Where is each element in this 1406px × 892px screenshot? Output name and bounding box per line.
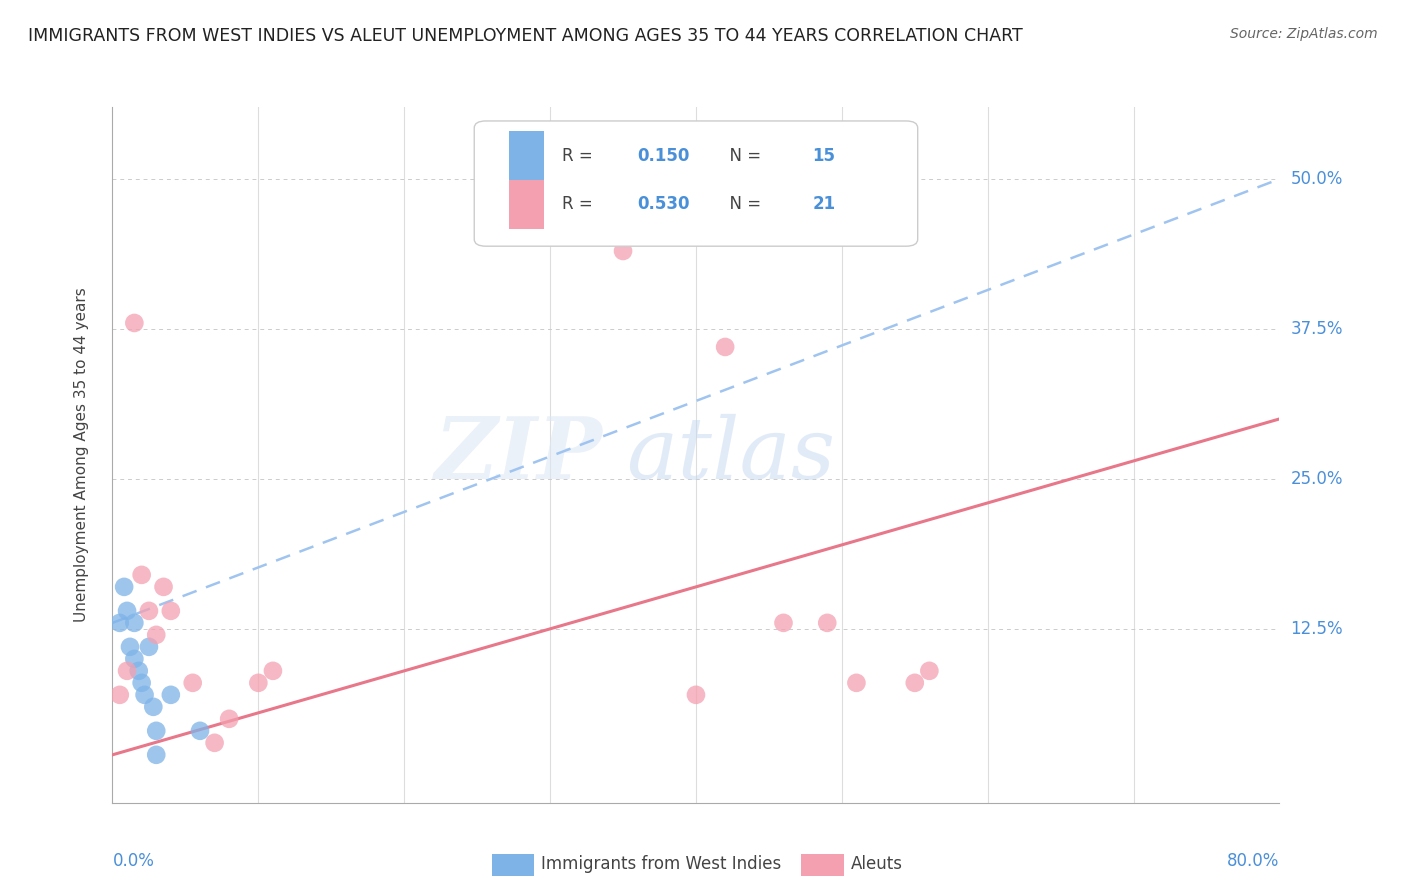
Point (181, 676, 204, 690)
Point (160, 688, 183, 702)
Text: 0.150: 0.150 (638, 147, 690, 165)
Text: IMMIGRANTS FROM WEST INDIES VS ALEUT UNEMPLOYMENT AMONG AGES 35 TO 44 YEARS CORR: IMMIGRANTS FROM WEST INDIES VS ALEUT UNE… (28, 27, 1024, 45)
Point (118, 640, 141, 654)
Text: 12.5%: 12.5% (1291, 620, 1343, 638)
Point (218, 712, 240, 726)
Point (815, 615, 838, 630)
Y-axis label: Unemployment Among Ages 35 to 44 years: Unemployment Among Ages 35 to 44 years (75, 287, 89, 623)
Text: Aleuts: Aleuts (851, 855, 903, 873)
Text: 80.0%: 80.0% (1227, 852, 1279, 870)
Point (145, 747, 167, 762)
Text: Immigrants from West Indies: Immigrants from West Indies (541, 855, 782, 873)
Point (138, 604, 160, 618)
Text: Source: ZipAtlas.com: Source: ZipAtlas.com (1230, 27, 1378, 41)
Point (134, 688, 156, 702)
Point (115, 664, 138, 678)
Point (204, 736, 226, 750)
Point (247, 676, 270, 690)
Point (124, 316, 146, 330)
Point (115, 604, 138, 618)
Point (772, 615, 794, 630)
Point (145, 628, 167, 642)
Text: 0.530: 0.530 (638, 195, 690, 213)
Point (124, 615, 146, 630)
Text: 50.0%: 50.0% (1291, 170, 1343, 188)
FancyBboxPatch shape (474, 121, 918, 246)
Point (145, 723, 167, 738)
Point (262, 664, 284, 678)
Point (160, 604, 183, 618)
Text: R =: R = (562, 195, 598, 213)
Text: ZIP: ZIP (434, 413, 603, 497)
Text: 0.0%: 0.0% (112, 852, 155, 870)
Text: 25.0%: 25.0% (1291, 470, 1343, 488)
Text: 21: 21 (813, 195, 835, 213)
Text: atlas: atlas (626, 414, 835, 496)
Point (128, 664, 150, 678)
Point (108, 615, 131, 630)
Point (904, 676, 927, 690)
Point (131, 567, 153, 582)
Point (131, 676, 153, 690)
Point (138, 640, 160, 654)
Point (142, 699, 165, 714)
Text: N =: N = (720, 147, 766, 165)
Point (112, 580, 135, 594)
Text: N =: N = (720, 195, 766, 213)
Point (845, 676, 868, 690)
Point (108, 688, 131, 702)
Bar (509, 180, 544, 229)
Point (918, 664, 941, 678)
Text: 15: 15 (813, 147, 835, 165)
Point (612, 244, 634, 258)
Bar (509, 131, 544, 180)
Point (685, 688, 707, 702)
Text: R =: R = (562, 147, 598, 165)
Point (714, 340, 737, 354)
Point (188, 723, 211, 738)
Text: 37.5%: 37.5% (1291, 320, 1343, 338)
Point (124, 652, 146, 666)
Point (152, 580, 174, 594)
